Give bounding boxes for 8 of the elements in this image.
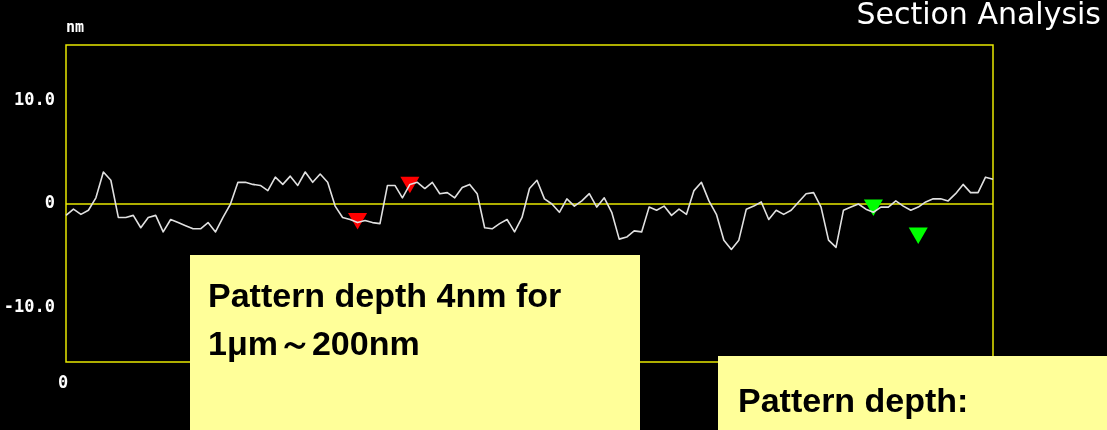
note-box: Pattern depth: — [718, 356, 1107, 430]
y-axis-title: nm — [66, 18, 85, 36]
y-tick-label: 0 — [44, 192, 55, 213]
y-tick-label: 10.0 — [14, 89, 55, 110]
note-box: Pattern depth 4nm for 1μm～200nm — [190, 255, 640, 430]
chart-title: Section Analysis — [856, 0, 1101, 31]
text: 0 — [58, 372, 69, 392]
y-tick-label: -10.0 — [3, 295, 55, 316]
